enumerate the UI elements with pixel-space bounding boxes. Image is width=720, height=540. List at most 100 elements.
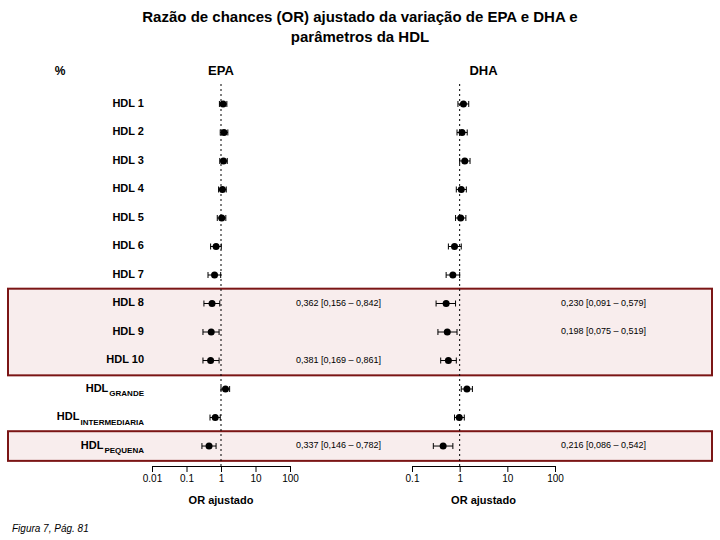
error-cap-low (221, 386, 222, 392)
error-cap-high (468, 101, 469, 107)
error-cap-low (459, 158, 460, 164)
x-tick-mark (221, 466, 222, 472)
row-label-subscript: PEQUENA (104, 446, 144, 455)
error-cap-high (227, 129, 228, 135)
error-cap-low (208, 272, 209, 278)
x-tick-label: 0.01 (143, 473, 163, 484)
x-axis-title: OR ajustado (451, 494, 516, 506)
x-tick-mark (555, 466, 556, 472)
error-cap-low (448, 243, 449, 249)
plot-area (433, 84, 472, 466)
x-tick: 10 (250, 466, 262, 484)
error-cap-low (202, 329, 203, 335)
row-label: HDL (57, 410, 80, 422)
error-cap-low (440, 358, 441, 364)
point (459, 129, 466, 136)
annotation: 0,381 [0,169 – 0,861] (296, 355, 381, 365)
point (443, 300, 450, 307)
error-cap-high (452, 443, 453, 449)
x-tick: 100 (282, 466, 299, 484)
x-tick-mark (460, 466, 461, 472)
error-cap-low (461, 386, 462, 392)
error-cap-high (470, 158, 471, 164)
point (207, 357, 214, 364)
forest-row (460, 157, 470, 164)
x-tick-mark (507, 466, 508, 472)
highlight-box (8, 289, 712, 376)
x-tick: 100 (547, 466, 564, 484)
forest-row (217, 214, 226, 221)
point (212, 414, 219, 421)
error-cap-low (454, 415, 455, 421)
error-cap-low (457, 101, 458, 107)
forest-row (208, 272, 221, 279)
point (440, 443, 447, 450)
forest-row (448, 243, 461, 250)
x-tick-mark (256, 466, 257, 472)
forest-row (438, 329, 457, 336)
row-label: HDL (81, 439, 104, 451)
annotation: 0,198 [0,075 – 0,519] (561, 326, 646, 336)
error-cap-high (220, 415, 221, 421)
row-label: HDL 1 (112, 97, 144, 109)
error-cap-high (219, 301, 220, 307)
row-label: HDL 2 (112, 125, 144, 137)
x-axis-title: OR ajustado (189, 494, 254, 506)
row-label: HDL (86, 382, 109, 394)
annotation: 0,230 [0,091 – 0,579] (561, 298, 646, 308)
forest-row (433, 443, 453, 450)
forest-row (458, 100, 469, 107)
row-label: HDL 8 (112, 296, 144, 308)
error-cap-high (459, 272, 460, 278)
point (463, 386, 470, 393)
error-cap-high (225, 215, 226, 221)
error-cap-low (202, 358, 203, 364)
reference-line (221, 84, 222, 466)
x-tick-label: 10 (250, 473, 262, 484)
error-cap-high (219, 329, 220, 335)
forest-row (219, 186, 227, 193)
error-cap-low (218, 186, 219, 192)
point (445, 357, 452, 364)
chart: Razão de chances (OR) ajustado da variaç… (0, 0, 720, 540)
x-axis-line (413, 467, 556, 473)
point (219, 186, 226, 193)
x-tick-mark (412, 466, 413, 472)
x-tick-label: 0.1 (406, 473, 420, 484)
x-tick-label: 100 (547, 473, 564, 484)
forest-row (436, 300, 455, 307)
forest-row (211, 243, 222, 250)
point (220, 129, 227, 136)
highlights (8, 289, 712, 461)
annotation: 0,362 [0,156 – 0,842] (296, 298, 381, 308)
row-header: % (55, 64, 66, 78)
x-tick-mark (187, 466, 188, 472)
x-tick-label: 1 (219, 473, 225, 484)
point (209, 300, 216, 307)
x-tick-label: 1 (457, 473, 463, 484)
forest-row (446, 272, 460, 279)
x-axis-line (153, 467, 291, 473)
error-cap-low (436, 301, 437, 307)
annotation: 0,337 [0,146 – 0,782] (296, 440, 381, 450)
forest-row (220, 129, 228, 136)
forest-row (455, 414, 465, 421)
forest-row (457, 129, 467, 136)
forest-row (204, 300, 220, 307)
error-cap-high (455, 301, 456, 307)
row-label-subscript: INTERMEDIARIA (80, 418, 144, 427)
title: parâmetros da HDL (291, 28, 429, 45)
point (460, 100, 467, 107)
point (211, 272, 218, 279)
error-cap-high (464, 415, 465, 421)
row-labels: HDL 1HDL 2HDL 3HDL 4HDL 5HDL 6HDL 7HDL 8… (57, 97, 145, 455)
error-cap-high (221, 243, 222, 249)
x-tick-label: 10 (502, 473, 514, 484)
point (456, 414, 463, 421)
forest-row (210, 414, 220, 421)
x-axis: 0.1 1 10 100 (406, 466, 565, 484)
x-tick-mark (290, 466, 291, 472)
error-cap-high (472, 386, 473, 392)
error-cap-high (465, 215, 466, 221)
point (218, 214, 225, 221)
